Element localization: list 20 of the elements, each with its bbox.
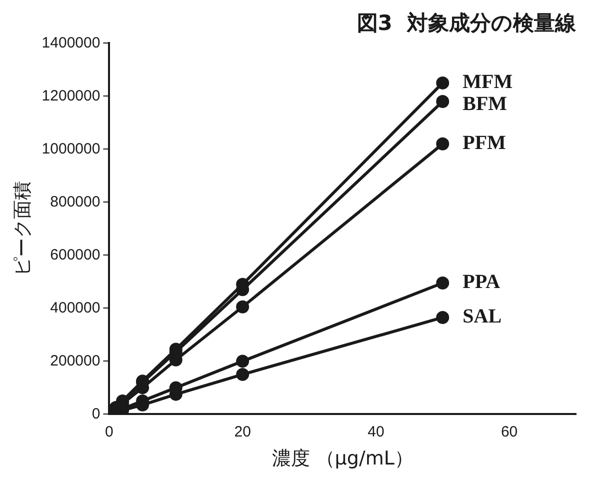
series-label: PPA (462, 271, 501, 294)
x-tick-label: 0 (105, 423, 114, 440)
y-tick-label: 1000000 (42, 140, 100, 158)
y-tick-label: 1400000 (42, 34, 100, 52)
x-axis-title: 濃度 （µg/mL） (272, 448, 414, 470)
y-tick-label: 1200000 (42, 87, 100, 104)
y-tick-label: 0 (92, 405, 100, 422)
y-tick-label: 800000 (50, 193, 100, 210)
y-tick-label: 600000 (50, 246, 100, 264)
series-label: BFM (462, 93, 508, 116)
series-label: SAL (462, 306, 502, 328)
chart-title: 図3 対象成分の検量線 (356, 11, 577, 36)
series-label: PFM (462, 132, 506, 154)
y-tick-label: 200000 (50, 352, 100, 370)
x-tick-label: 20 (234, 423, 251, 440)
x-tick-label: 60 (500, 423, 518, 440)
series-label: MFM (462, 71, 513, 94)
y-tick-label: 400000 (50, 299, 100, 316)
y-axis-title: ピーク面積 (11, 181, 34, 276)
x-tick-label: 40 (368, 423, 384, 440)
